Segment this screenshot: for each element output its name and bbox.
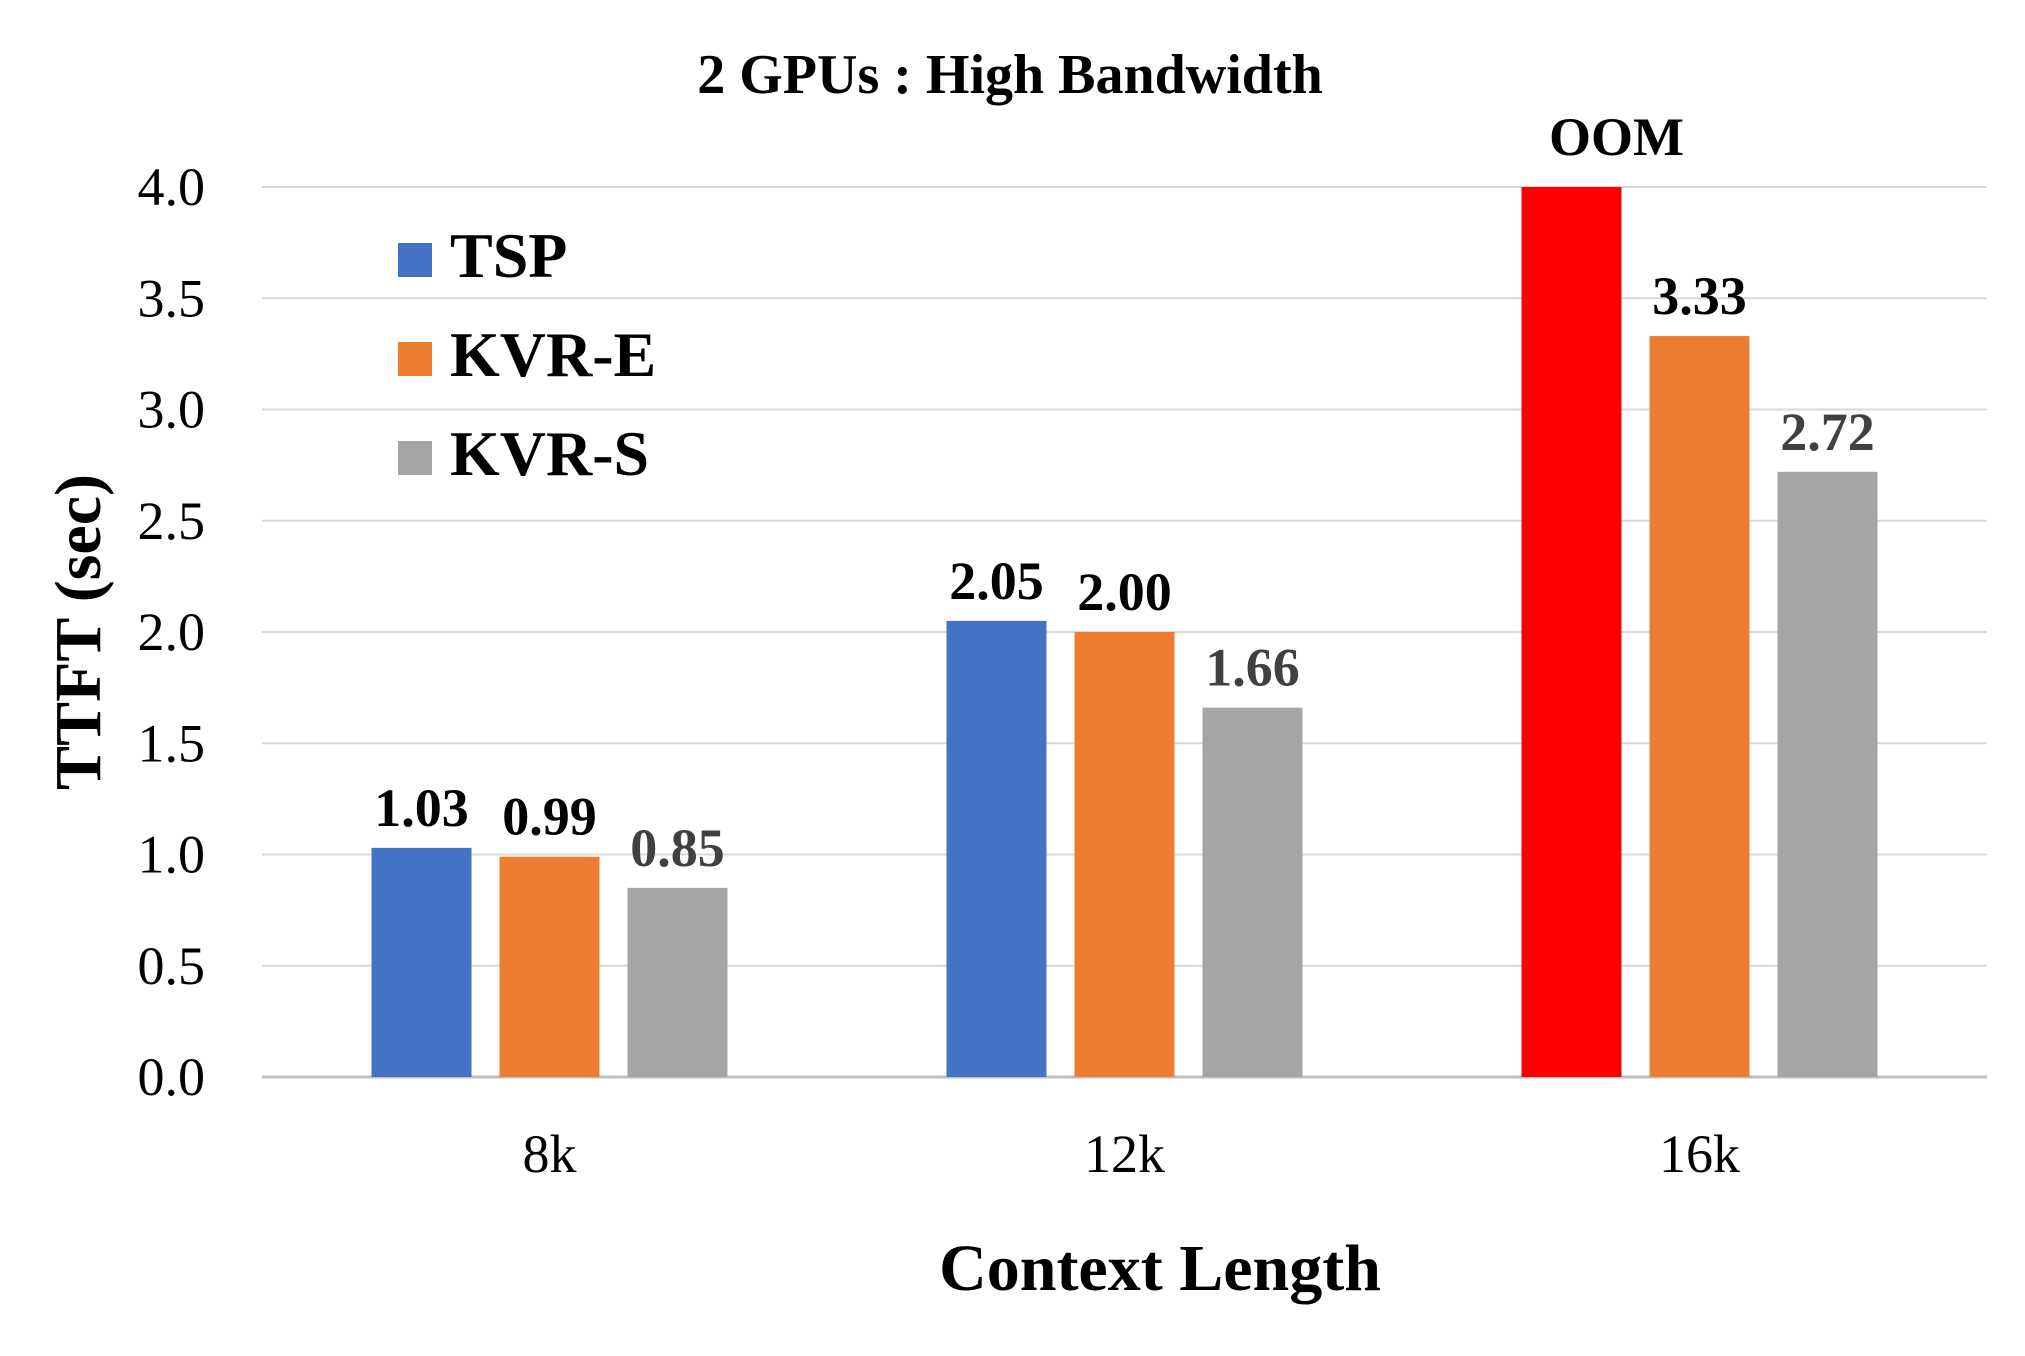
y-tick-label: 2.0 (138, 602, 206, 662)
x-tick-label: 16k (1659, 1124, 1740, 1184)
legend-swatch (398, 441, 432, 475)
y-tick-label: 3.5 (138, 268, 206, 328)
legend-label: KVR-E (450, 319, 656, 390)
annotations: OOM (1549, 107, 1684, 167)
data-label: 1.66 (1205, 638, 1300, 698)
data-label: 0.99 (502, 787, 597, 847)
data-label: 2.72 (1780, 402, 1875, 462)
data-label: 1.03 (374, 778, 469, 838)
bar (627, 887, 728, 1077)
bar (1649, 336, 1750, 1077)
x-tick-label: 12k (1084, 1124, 1165, 1184)
bar (946, 620, 1047, 1077)
y-axis-ticks: 0.0 0.5 1.0 1.5 2.0 2.5 3.0 3.5 4.0 (138, 157, 206, 1107)
bar (371, 847, 472, 1077)
data-label: 2.05 (949, 551, 1044, 611)
legend-swatch (398, 342, 432, 376)
oom-annotation: OOM (1549, 107, 1684, 167)
y-tick-label: 1.5 (138, 713, 206, 773)
data-label: 2.00 (1077, 562, 1172, 622)
y-axis-label: TTFT (sec) (42, 474, 115, 790)
bar (1074, 632, 1175, 1077)
x-axis-label: Context Length (939, 1232, 1381, 1305)
y-tick-label: 0.0 (138, 1047, 206, 1107)
bars (371, 187, 1878, 1077)
legend-label: KVR-S (450, 418, 649, 489)
y-tick-label: 2.5 (138, 491, 206, 551)
data-label: 0.85 (630, 818, 725, 878)
legend-swatch (398, 243, 432, 277)
x-tick-label: 8k (523, 1124, 577, 1184)
y-tick-label: 1.0 (138, 825, 206, 885)
bar (499, 856, 600, 1077)
data-label: 3.33 (1652, 266, 1747, 326)
y-tick-label: 0.5 (138, 936, 206, 996)
data-labels: 1.03 0.99 0.85 2.05 2.00 1.66 3.33 2.72 (374, 266, 1875, 878)
bar (1202, 707, 1303, 1077)
legend: TSP KVR-E KVR-S (398, 220, 656, 489)
chart-title: 2 GPUs : High Bandwidth (697, 44, 1323, 106)
bar (1521, 187, 1622, 1077)
legend-label: TSP (450, 220, 567, 291)
y-tick-label: 3.0 (138, 380, 206, 440)
x-axis-ticks: 8k 12k 16k (523, 1124, 1741, 1184)
bar (1777, 471, 1878, 1077)
y-tick-label: 4.0 (138, 157, 206, 217)
